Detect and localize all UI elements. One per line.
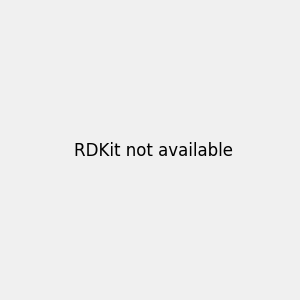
Text: RDKit not available: RDKit not available [74, 142, 233, 160]
